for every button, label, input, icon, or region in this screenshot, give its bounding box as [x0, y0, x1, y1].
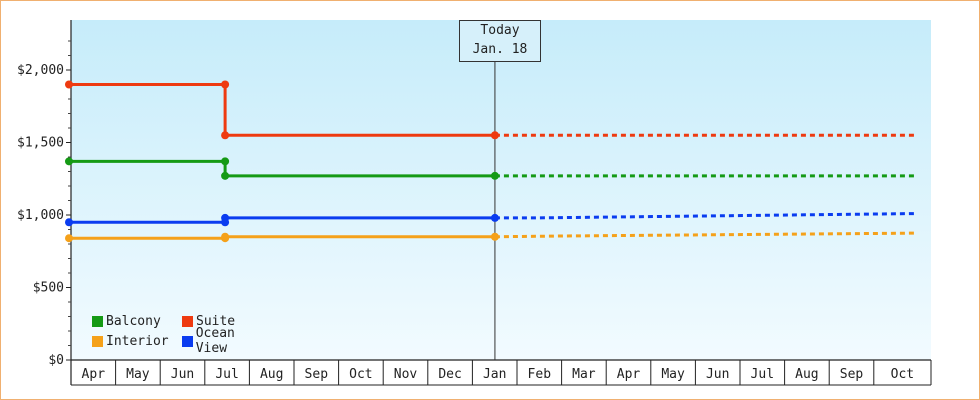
- data-point-suite: [221, 131, 230, 140]
- legend: Balcony Suite Interior Ocean View: [92, 311, 272, 356]
- data-point-interior: [490, 232, 499, 241]
- legend-swatch-ocean-view: [182, 335, 193, 347]
- plot-area: [71, 20, 931, 360]
- today-date: Jan. 18: [472, 42, 528, 57]
- x-tick-label: Dec: [438, 367, 461, 382]
- x-tick-label: Feb: [528, 367, 552, 382]
- data-point-balcony: [221, 171, 230, 180]
- x-tick-label: Oct: [891, 367, 914, 382]
- x-tick-label: Jun: [706, 367, 729, 382]
- data-point-ocean-view: [65, 218, 73, 227]
- data-point-ocean-view: [221, 213, 230, 222]
- x-tick-label: Jun: [171, 367, 194, 382]
- x-tick-label: Nov: [394, 367, 418, 382]
- data-point-interior: [221, 232, 230, 241]
- x-axis: Apr May Jun Jul Aug Sep Oct Nov Dec Jan Feb Mar Apr M…: [71, 359, 932, 386]
- data-point-suite: [490, 131, 499, 140]
- x-tick-label: Aug: [260, 367, 283, 382]
- data-point-interior: [65, 234, 73, 243]
- data-point-balcony: [65, 157, 73, 166]
- data-point-suite: [65, 80, 73, 89]
- legend-item-balcony: Balcony: [92, 314, 182, 329]
- legend-row: Balcony Suite: [92, 311, 272, 331]
- x-tick-label: Jul: [751, 367, 774, 382]
- x-tick-label: Apr: [82, 367, 106, 382]
- x-tick-label: Jul: [215, 367, 238, 382]
- legend-item-ocean-view: Ocean View: [182, 326, 272, 356]
- x-tick-label: Sep: [305, 367, 329, 382]
- legend-swatch-suite: [182, 315, 193, 327]
- legend-swatch-interior: [92, 335, 103, 347]
- legend-item-interior: Interior: [92, 334, 182, 349]
- series-forecast-interior: [494, 231, 917, 239]
- legend-swatch-balcony: [92, 315, 103, 327]
- series-line-suite: [69, 83, 495, 137]
- legend-label-suite: Suite: [196, 313, 236, 329]
- today-marker-label: Today Jan. 18: [459, 20, 541, 62]
- x-tick-label: Jan: [483, 367, 506, 382]
- legend-label-balcony: Balcony: [106, 313, 161, 329]
- series-line-interior: [69, 235, 495, 240]
- x-tick-label: Oct: [349, 367, 372, 382]
- data-point-suite: [221, 80, 230, 89]
- x-tick-label: Apr: [617, 367, 641, 382]
- y-tick-label: $1,000: [17, 208, 64, 223]
- series-line-balcony: [69, 159, 495, 178]
- data-point-ocean-view: [490, 213, 499, 222]
- x-tick-label: Sep: [840, 367, 864, 382]
- legend-row: Interior Ocean View: [92, 326, 272, 356]
- data-point-balcony: [490, 171, 499, 180]
- x-tick-label: May: [661, 367, 685, 382]
- legend-label-ocean-view: Ocean View: [195, 326, 235, 356]
- legend-label-interior: Interior: [106, 333, 169, 349]
- y-tick-label: $2,000: [17, 63, 64, 78]
- y-axis: $0 $500 $1,000 $1,500 $2,000: [17, 20, 72, 385]
- x-tick-label: Aug: [795, 367, 818, 382]
- data-point-balcony: [221, 157, 230, 166]
- x-tick-label: May: [126, 367, 150, 382]
- y-tick-label: $500: [33, 281, 64, 296]
- y-tick-label: $0: [48, 353, 64, 368]
- x-tick-label: Mar: [572, 367, 596, 382]
- series-layer: [65, 61, 917, 360]
- y-tick-label: $1,500: [17, 136, 64, 151]
- legend-item-suite: Suite: [182, 314, 272, 329]
- series-forecast-ocean-view: [494, 212, 917, 220]
- today-label: Today: [480, 23, 520, 38]
